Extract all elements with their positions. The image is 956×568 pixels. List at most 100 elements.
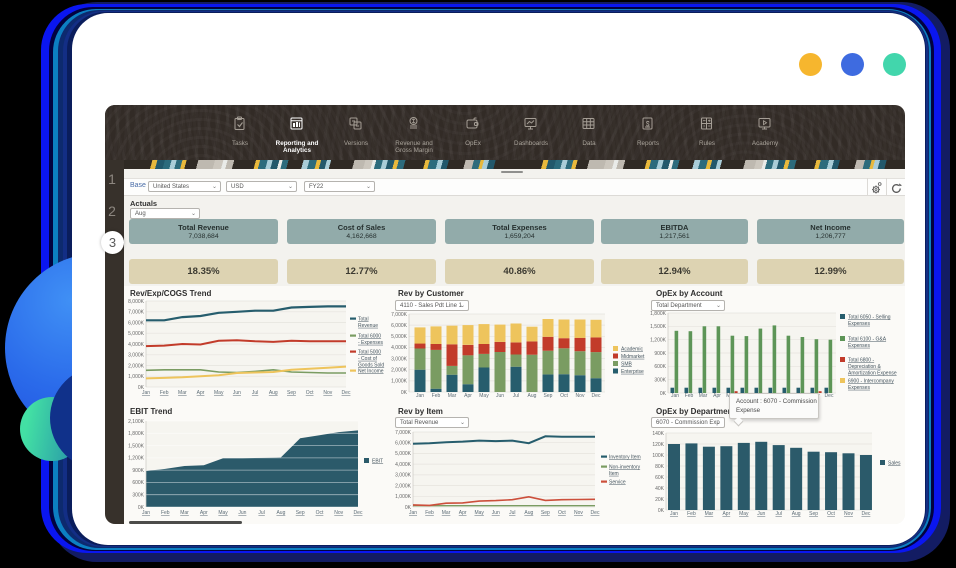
svg-text:1,500K: 1,500K (128, 443, 145, 449)
svg-text:Mar: Mar (180, 510, 189, 516)
svg-text:Mar: Mar (442, 510, 451, 516)
svg-text:Sep: Sep (544, 393, 553, 398)
svg-text:60K: 60K (655, 475, 665, 481)
svg-text:Rev by Customer: Rev by Customer (398, 289, 464, 298)
svg-text:Total 5000: Total 5000 (358, 349, 381, 355)
svg-text:Apr: Apr (459, 510, 467, 516)
svg-text:- Expenses: - Expenses (358, 340, 384, 346)
svg-text:May: May (479, 393, 489, 398)
svg-text:OpEx by Account: OpEx by Account (656, 289, 723, 298)
svg-text:Feb: Feb (160, 390, 169, 396)
svg-text:Sep: Sep (287, 390, 296, 396)
svg-text:Mar: Mar (705, 511, 714, 517)
svg-text:Total 6050 - Selling: Total 6050 - Selling (848, 314, 891, 320)
svg-text:- Cost of: - Cost of (358, 356, 378, 362)
svg-text:Nov: Nov (844, 511, 853, 517)
svg-text:Aug: Aug (524, 510, 533, 516)
svg-text:Total: Total (358, 316, 369, 322)
svg-text:Goods Sold: Goods Sold (358, 362, 384, 368)
svg-text:Oct: Oct (306, 390, 314, 396)
svg-text:6,000K: 6,000K (391, 323, 408, 329)
svg-text:Jun: Jun (757, 511, 765, 517)
svg-text:Nov: Nov (574, 510, 583, 516)
svg-text:4,000K: 4,000K (391, 345, 408, 351)
svg-text:Midmarket: Midmarket (621, 354, 645, 360)
svg-text:Expenses: Expenses (848, 385, 870, 391)
svg-text:Rev by Item: Rev by Item (398, 407, 443, 416)
svg-text:600K: 600K (654, 364, 666, 370)
svg-text:Aug: Aug (792, 511, 801, 517)
svg-text:Dec: Dec (354, 510, 363, 516)
svg-text:Jan: Jan (142, 510, 150, 516)
svg-text:Expenses: Expenses (848, 321, 870, 327)
svg-text:May: May (214, 390, 224, 396)
svg-text:Oct: Oct (827, 511, 835, 517)
svg-text:Nov: Nov (334, 510, 343, 516)
svg-text:1,800K: 1,800K (650, 311, 667, 317)
svg-text:Total 6000: Total 6000 (358, 333, 381, 339)
svg-text:6900 - Intercompany: 6900 - Intercompany (848, 378, 894, 384)
svg-text:Service: Service (609, 479, 626, 485)
svg-text:Amortization Expense: Amortization Expense (848, 370, 897, 376)
svg-text:Aug: Aug (276, 510, 285, 516)
svg-text:1,000K: 1,000K (391, 379, 408, 385)
svg-text:80K: 80K (655, 464, 665, 470)
svg-text:140K: 140K (652, 431, 664, 437)
svg-text:7,000K: 7,000K (391, 312, 408, 318)
svg-text:EBIT: EBIT (372, 458, 383, 464)
svg-text:EBIT Trend: EBIT Trend (130, 407, 172, 416)
svg-text:Total 6100 - G&A: Total 6100 - G&A (848, 336, 887, 342)
svg-text:0K: 0K (405, 505, 412, 511)
svg-text:7,000K: 7,000K (128, 310, 145, 316)
svg-text:Feb: Feb (687, 511, 696, 517)
svg-text:Mar: Mar (178, 390, 187, 396)
svg-text:Aug: Aug (269, 390, 278, 396)
svg-text:Jul: Jul (258, 510, 264, 516)
svg-text:900K: 900K (132, 468, 144, 474)
svg-text:4,000K: 4,000K (128, 342, 145, 348)
svg-text:1,500K: 1,500K (650, 324, 667, 330)
svg-text:Oct: Oct (316, 510, 324, 516)
svg-text:Apr: Apr (464, 393, 472, 398)
svg-text:2,100K: 2,100K (128, 419, 145, 425)
svg-text:2,000K: 2,000K (395, 483, 412, 489)
svg-text:Oct: Oct (560, 393, 568, 398)
svg-text:Jan: Jan (670, 511, 678, 517)
svg-text:Revenue: Revenue (358, 323, 378, 329)
svg-text:5,000K: 5,000K (395, 451, 412, 457)
svg-text:Dec: Dec (591, 510, 600, 516)
svg-text:Dec: Dec (861, 511, 870, 517)
svg-text:Oct: Oct (558, 510, 566, 516)
svg-text:0K: 0K (660, 391, 667, 397)
svg-text:7,000K: 7,000K (395, 430, 412, 436)
svg-text:20K: 20K (655, 497, 665, 503)
svg-text:Inventory Item: Inventory Item (609, 454, 641, 460)
svg-text:Feb: Feb (161, 510, 170, 516)
svg-text:Jul: Jul (509, 510, 515, 516)
svg-text:Jun: Jun (238, 510, 246, 516)
svg-text:Non-inventory: Non-inventory (609, 464, 641, 470)
svg-text:Apr: Apr (722, 511, 730, 517)
svg-text:3,000K: 3,000K (395, 473, 412, 479)
svg-text:Sep: Sep (541, 510, 550, 516)
svg-text:0K: 0K (401, 390, 408, 396)
svg-text:Jun: Jun (492, 510, 500, 516)
svg-text:Academic: Academic (621, 346, 643, 352)
svg-text:300K: 300K (132, 493, 144, 499)
svg-text:Item: Item (609, 471, 619, 477)
svg-text:4,000K: 4,000K (395, 462, 412, 468)
svg-text:3,000K: 3,000K (391, 356, 408, 362)
svg-text:May: May (218, 510, 228, 516)
svg-text:2,000K: 2,000K (391, 368, 408, 374)
svg-text:Mar: Mar (699, 393, 708, 398)
svg-text:40K: 40K (655, 486, 665, 492)
svg-text:8,000K: 8,000K (128, 299, 145, 305)
svg-text:300K: 300K (654, 377, 666, 383)
svg-text:Jan: Jan (409, 510, 417, 516)
svg-text:Sep: Sep (296, 510, 305, 516)
svg-text:May: May (474, 510, 484, 516)
svg-text:3,000K: 3,000K (128, 353, 145, 359)
svg-text:Feb: Feb (432, 393, 441, 398)
svg-text:Dec: Dec (825, 393, 834, 398)
svg-text:Dec: Dec (342, 390, 351, 396)
